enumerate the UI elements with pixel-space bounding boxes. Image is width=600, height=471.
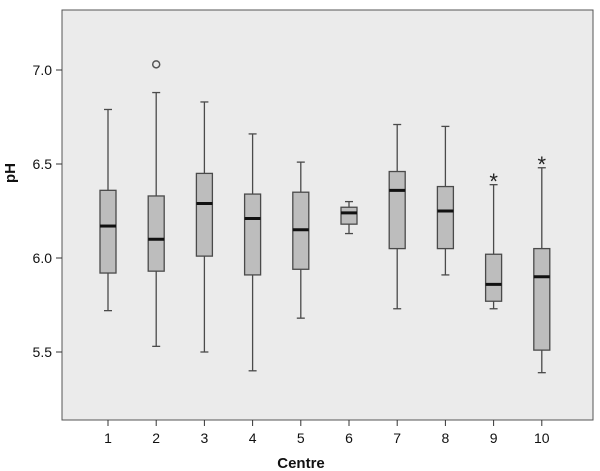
x-tick-label: 9 <box>490 430 498 446</box>
x-tick-label: 4 <box>249 430 257 446</box>
box-5 <box>292 161 310 319</box>
x-axis: 1 2 3 4 5 6 7 8 9 10 <box>104 420 550 446</box>
box-iqr <box>99 189 117 274</box>
box-iqr <box>436 185 455 250</box>
box-10 <box>533 167 551 374</box>
x-tick-label: 6 <box>345 430 353 446</box>
x-tick-label: 5 <box>297 430 305 446</box>
plot-area <box>61 9 594 421</box>
box-iqr <box>533 247 551 351</box>
box-iqr <box>484 253 503 302</box>
outlier-markers: ** <box>151 60 547 194</box>
box-iqr <box>388 170 406 250</box>
x-tick-label: 7 <box>393 430 401 446</box>
box-9 <box>484 184 503 310</box>
x-axis-title: Centre <box>277 455 325 471</box>
box-2 <box>147 91 165 348</box>
box-4 <box>243 133 262 372</box>
y-tick-label: 6.5 <box>33 156 53 172</box>
box-3 <box>195 101 214 353</box>
x-tick-label: 3 <box>201 430 209 446</box>
x-tick-label: 10 <box>534 430 550 446</box>
x-tick-label: 1 <box>104 430 112 446</box>
x-tick-label: 8 <box>442 430 450 446</box>
box-iqr <box>195 172 214 257</box>
outlier-circle <box>151 60 161 69</box>
y-axis: 5.5 6.0 6.5 7.0 <box>33 62 62 360</box>
y-tick-label: 7.0 <box>33 62 53 78</box>
box-iqr <box>147 195 165 272</box>
box-iqr <box>243 193 262 276</box>
outlier-asterisk: * <box>538 152 547 177</box>
x-tick-label: 2 <box>152 430 160 446</box>
y-tick-label: 5.5 <box>33 344 53 360</box>
box-iqr <box>340 206 358 225</box>
y-axis-title: pH <box>2 163 19 183</box>
box-7 <box>388 123 406 310</box>
box-8 <box>436 125 455 276</box>
box-1 <box>99 108 117 312</box>
y-tick-label: 6.0 <box>33 250 53 266</box>
box-series <box>99 91 551 374</box>
box-6 <box>340 200 358 235</box>
outlier-asterisk: * <box>489 169 498 194</box>
